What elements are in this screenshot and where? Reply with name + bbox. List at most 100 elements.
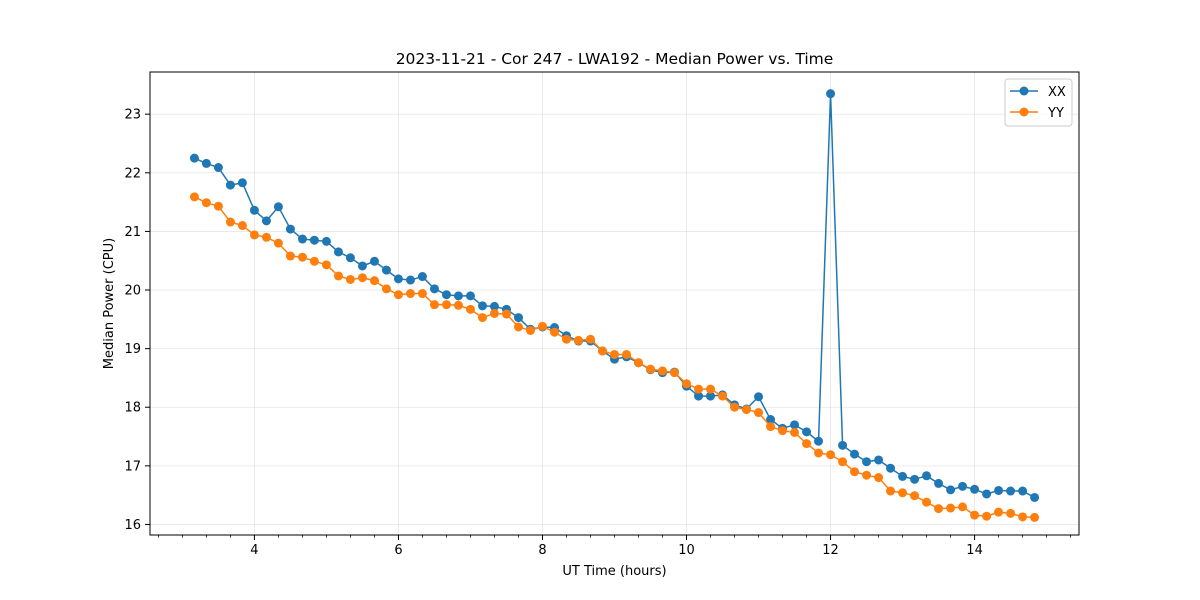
data-point-xx xyxy=(249,205,259,215)
data-point-yy xyxy=(478,313,487,323)
data-point-yy xyxy=(694,384,704,394)
data-point-yy xyxy=(633,358,643,368)
data-point-yy xyxy=(249,230,259,240)
data-point-yy xyxy=(501,309,511,319)
data-point-yy xyxy=(766,422,776,432)
data-point-xx xyxy=(1018,486,1028,496)
data-point-xx xyxy=(381,265,391,275)
data-point-xx xyxy=(405,275,415,285)
data-point-yy xyxy=(814,448,824,458)
x-axis-label: UT Time (hours) xyxy=(562,564,666,579)
data-point-yy xyxy=(826,450,836,460)
data-point-xx xyxy=(261,216,271,226)
data-point-xx xyxy=(886,463,896,473)
data-point-xx xyxy=(922,471,932,481)
x-tick-label: 10 xyxy=(678,543,695,558)
data-point-yy xyxy=(910,491,920,501)
data-point-xx xyxy=(417,272,427,282)
data-point-yy xyxy=(898,488,908,498)
data-point-xx xyxy=(802,427,812,437)
data-point-yy xyxy=(273,238,283,248)
data-point-xx xyxy=(321,236,331,246)
data-point-xx xyxy=(393,274,403,284)
data-point-yy xyxy=(285,251,295,261)
data-point-yy xyxy=(934,504,944,514)
data-point-xx xyxy=(898,471,908,481)
legend: XX YY xyxy=(1004,78,1073,127)
data-point-xx xyxy=(994,485,1004,495)
data-point-yy xyxy=(1006,508,1016,518)
data-point-yy xyxy=(1030,512,1040,522)
data-point-yy xyxy=(658,366,668,376)
data-point-xx xyxy=(189,153,199,163)
data-point-xx xyxy=(213,163,223,173)
y-tick-label: 18 xyxy=(124,401,141,416)
data-point-xx xyxy=(478,301,487,311)
data-point-xx xyxy=(694,391,704,401)
data-point-xx xyxy=(814,436,824,446)
data-point-yy xyxy=(982,511,992,521)
data-point-yy xyxy=(321,260,331,270)
y-tick-label: 22 xyxy=(124,166,141,181)
data-point-xx xyxy=(285,224,295,234)
data-point-yy xyxy=(514,322,523,332)
x-tick-label: 12 xyxy=(822,543,839,558)
data-point-yy xyxy=(201,198,211,208)
data-point-yy xyxy=(550,327,560,337)
y-tick-label: 23 xyxy=(124,108,141,123)
data-point-xx xyxy=(309,235,319,245)
data-point-xx xyxy=(357,261,367,271)
y-axis-label: Median Power (CPU) xyxy=(102,238,117,369)
data-point-xx xyxy=(838,440,848,450)
x-tick-label: 6 xyxy=(394,543,402,558)
data-point-xx xyxy=(946,485,956,495)
data-point-xx xyxy=(850,449,860,459)
data-point-yy xyxy=(357,273,367,283)
data-point-yy xyxy=(778,426,788,436)
data-point-yy xyxy=(345,274,355,284)
data-point-xx xyxy=(766,415,776,425)
data-point-xx xyxy=(910,474,920,484)
data-point-xx xyxy=(754,392,764,402)
data-point-yy xyxy=(730,402,740,412)
legend-label-yy: YY xyxy=(1047,106,1064,121)
data-point-yy xyxy=(610,349,619,359)
data-point-yy xyxy=(441,300,451,310)
data-point-yy xyxy=(669,368,679,378)
data-point-yy xyxy=(790,427,800,437)
data-point-yy xyxy=(994,507,1004,517)
data-point-xx xyxy=(465,291,475,301)
x-tick-label: 8 xyxy=(538,543,546,558)
data-point-yy xyxy=(970,510,980,520)
data-point-xx xyxy=(874,455,884,465)
data-point-yy xyxy=(573,335,583,345)
data-point-yy xyxy=(922,497,932,507)
data-point-yy xyxy=(405,289,415,299)
data-point-yy xyxy=(561,334,571,344)
data-point-yy xyxy=(237,221,247,231)
data-point-xx xyxy=(790,420,800,430)
data-point-yy xyxy=(718,391,728,401)
data-point-yy xyxy=(597,346,607,356)
legend-label-xx: XX xyxy=(1048,85,1066,100)
ticks: 4 6 8 10 12 14 16 17 18 19 20 21 22 23 xyxy=(124,108,1071,558)
data-point-yy xyxy=(261,232,271,242)
data-point-xx xyxy=(1030,492,1040,502)
grid xyxy=(150,72,1079,535)
legend-marker-yy xyxy=(1019,107,1029,117)
data-point-xx xyxy=(369,256,379,266)
data-point-yy xyxy=(874,473,884,483)
data-point-yy xyxy=(297,252,307,262)
data-point-yy xyxy=(189,192,199,202)
data-point-xx xyxy=(225,180,235,190)
data-point-yy xyxy=(525,325,535,335)
data-point-yy xyxy=(946,503,956,513)
data-point-yy xyxy=(862,470,872,480)
data-point-xx xyxy=(706,391,715,401)
data-point-xx xyxy=(453,291,463,301)
data-point-xx xyxy=(429,284,439,294)
data-point-yy xyxy=(706,384,715,394)
data-point-yy xyxy=(958,502,968,512)
data-point-yy xyxy=(646,364,656,374)
